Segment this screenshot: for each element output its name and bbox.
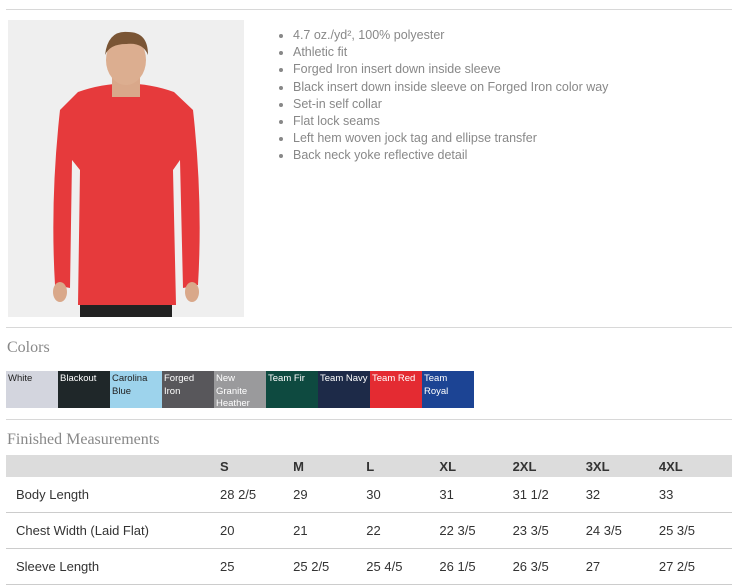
feature-item: Set-in self collar <box>293 96 608 113</box>
color-swatches: White Blackout Carolina Blue Forged Iron New… <box>6 371 474 409</box>
header-cell: 2XL <box>512 455 586 477</box>
color-swatch[interactable]: Blackout <box>58 371 110 408</box>
color-swatch[interactable]: Forged Iron <box>162 371 214 408</box>
measurement-cell: 25 4/5 <box>366 548 440 585</box>
measurement-cell: 25 <box>220 548 294 585</box>
header-cell: M <box>293 455 367 477</box>
measurement-cell: 23 3/5 <box>512 512 586 549</box>
measurement-label: Sleeve Length <box>6 548 220 585</box>
header-cell: L <box>366 455 440 477</box>
top-divider <box>6 9 732 10</box>
measurements-heading: Finished Measurements <box>7 431 160 448</box>
measurement-cell: 21 <box>293 512 367 549</box>
measurement-cell: 22 3/5 <box>439 512 513 549</box>
product-photo <box>8 20 244 317</box>
measurement-cell: 31 <box>439 477 513 513</box>
divider <box>6 419 732 420</box>
measurement-cell: 33 <box>658 477 732 513</box>
feature-item: Athletic fit <box>293 44 608 61</box>
feature-item: Flat lock seams <box>293 113 608 130</box>
measurement-cell: 24 3/5 <box>585 512 659 549</box>
color-swatch[interactable]: Carolina Blue <box>110 371 162 408</box>
measurements-table: S M L XL 2XL 3XL 4XL Body Length 28 2/5 29… <box>6 455 732 585</box>
feature-item: Back neck yoke reflective detail <box>293 147 608 164</box>
measurement-cell: 25 2/5 <box>293 548 367 585</box>
header-cell <box>6 455 220 477</box>
measurement-cell: 32 <box>585 477 659 513</box>
color-swatch[interactable]: White <box>6 371 58 408</box>
measurement-cell: 22 <box>366 512 440 549</box>
header-cell: 3XL <box>585 455 659 477</box>
measurement-cell: 20 <box>220 512 294 549</box>
measurement-cell: 25 3/5 <box>658 512 732 549</box>
table-row: Chest Width (Laid Flat) 20 21 22 22 3/5 23 3/… <box>6 512 732 549</box>
measurement-cell: 30 <box>366 477 440 513</box>
table-row: Body Length 28 2/5 29 30 31 31 1/2 32 33 <box>6 477 732 513</box>
color-swatch[interactable]: Team Red <box>370 371 422 408</box>
feature-item: Left hem woven jock tag and ellipse tran… <box>293 130 608 147</box>
header-cell: S <box>220 455 294 477</box>
measurement-cell: 26 1/5 <box>439 548 513 585</box>
colors-heading: Colors <box>7 339 50 356</box>
feature-item: Forged Iron insert down inside sleeve <box>293 61 608 78</box>
measurement-cell: 29 <box>293 477 367 513</box>
feature-item: 4.7 oz./yd², 100% polyester <box>293 27 608 44</box>
measurement-label: Body Length <box>6 477 220 513</box>
measurement-cell: 26 3/5 <box>512 548 586 585</box>
measurement-cell: 27 2/5 <box>658 548 732 585</box>
color-swatch[interactable]: New Granite Heather <box>214 371 266 409</box>
measurement-cell: 27 <box>585 548 659 585</box>
feature-list: 4.7 oz./yd², 100% polyester Athletic fit… <box>278 27 608 165</box>
color-swatch[interactable]: Team Navy <box>318 371 370 408</box>
divider <box>6 327 732 328</box>
feature-item: Black insert down inside sleeve on Forge… <box>293 79 608 96</box>
table-header-row: S M L XL 2XL 3XL 4XL <box>6 455 732 477</box>
color-swatch[interactable]: Team Royal <box>422 371 474 408</box>
color-swatch[interactable]: Team Fir <box>266 371 318 408</box>
header-cell: 4XL <box>658 455 732 477</box>
header-cell: XL <box>439 455 513 477</box>
measurement-label: Chest Width (Laid Flat) <box>6 512 220 549</box>
table-row: Sleeve Length 25 25 2/5 25 4/5 26 1/5 26 3/5 2… <box>6 548 732 585</box>
measurement-cell: 28 2/5 <box>220 477 294 513</box>
measurement-cell: 31 1/2 <box>512 477 586 513</box>
